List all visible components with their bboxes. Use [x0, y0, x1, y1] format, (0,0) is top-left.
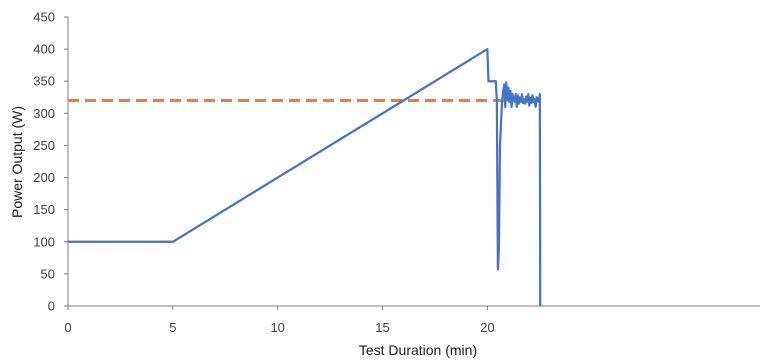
y-tick-label: 350: [33, 74, 55, 89]
y-axis: 0 50 100 150 200 250 300 350 400 450: [33, 10, 69, 314]
y-tick-label: 150: [33, 202, 55, 217]
y-tick-label: 200: [33, 170, 55, 185]
x-tick-label: 20: [480, 320, 494, 335]
x-tick-label: 15: [375, 320, 389, 335]
x-tick-label: 0: [64, 320, 71, 335]
x-axis: 0 5 10 15 20: [64, 305, 760, 335]
y-tick-label: 50: [41, 266, 55, 281]
y-axis-title: Power Output (W): [9, 106, 25, 218]
x-tick-label: 5: [169, 320, 176, 335]
x-tick-label: 10: [270, 320, 284, 335]
series-group: [68, 48, 542, 307]
y-tick-label: 300: [33, 106, 55, 121]
y-tick-label: 250: [33, 138, 55, 153]
y-tick-label: 450: [33, 10, 55, 25]
x-axis-title: Test Duration (min): [359, 342, 477, 358]
y-tick-label: 100: [33, 234, 55, 249]
power-output-line: [68, 48, 542, 307]
y-tick-label: 400: [33, 42, 55, 57]
y-tick-label: 0: [48, 299, 55, 314]
